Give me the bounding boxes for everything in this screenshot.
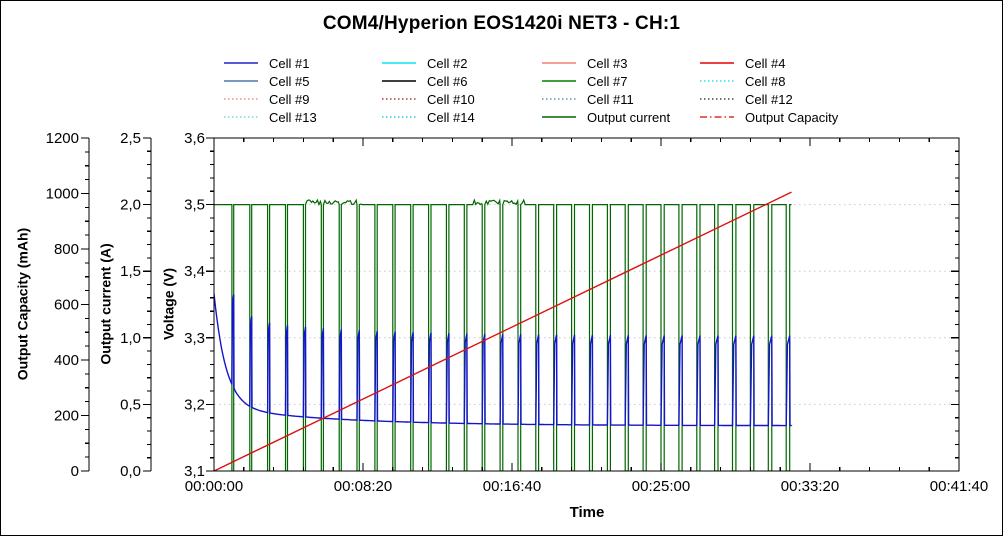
chart-title: COM4/Hyperion EOS1420i NET3 - CH:1 (322, 13, 681, 34)
legend-label: Cell #9 (269, 91, 310, 107)
legend-swatch-line (542, 98, 576, 100)
y-tick-label-voltage: 3,1 (184, 463, 205, 480)
legend-swatch-line (224, 62, 258, 64)
series-cell1-voltage (214, 293, 793, 427)
y-tick-label-capacity: 0 (71, 463, 79, 480)
legend-item-cell-9: Cell #9 (223, 92, 381, 107)
x-tick-label: 00:33:20 (781, 478, 839, 495)
legend-swatch-line (382, 80, 416, 82)
y-tick-label-current: 2,5 (120, 130, 141, 147)
legend-item-cell-11: Cell #11 (541, 92, 699, 107)
legend-item-cell-8: Cell #8 (699, 74, 879, 89)
legend-swatch-line (224, 98, 258, 100)
legend-item-output-capacity: Output Capacity (699, 110, 879, 125)
y-tick-label-current: 0,0 (120, 463, 141, 480)
legend-label: Cell #5 (269, 73, 310, 89)
legend-swatch-line (700, 80, 734, 82)
x-tick-label: 00:16:40 (483, 478, 541, 495)
x-tick-label: 00:25:00 (632, 478, 690, 495)
y-tick-label-current: 1,0 (120, 330, 141, 347)
legend-item-cell-5: Cell #5 (223, 74, 381, 89)
legend-swatch-line (382, 98, 416, 100)
legend-label: Cell #12 (745, 91, 793, 107)
legend-swatch-line (224, 80, 258, 82)
legend-label: Cell #14 (427, 109, 475, 125)
y-tick-label-current: 1,5 (120, 263, 141, 280)
legend-swatch-line (700, 62, 734, 64)
y-tick-label-current: 0,5 (120, 396, 141, 413)
legend-swatch-line (700, 116, 734, 118)
legend-swatch-line (382, 116, 416, 118)
x-axis-title: Time (569, 504, 605, 521)
series-output-capacity (214, 191, 792, 471)
legend-swatch-line (224, 116, 258, 118)
y-tick-label-capacity: 1200 (46, 130, 79, 147)
legend-swatch-line (542, 116, 576, 118)
x-tick-label: 00:08:20 (334, 478, 392, 495)
legend-item-cell-3: Cell #3 (541, 56, 699, 71)
legend-label: Cell #7 (587, 73, 628, 89)
legend-item-cell-14: Cell #14 (381, 110, 541, 125)
legend-label: Cell #1 (269, 55, 310, 71)
legend-item-output-current: Output current (541, 110, 699, 125)
legend-item-cell-10: Cell #10 (381, 92, 541, 107)
legend-item-cell-7: Cell #7 (541, 74, 699, 89)
series-group (214, 191, 793, 471)
legend-item-cell-2: Cell #2 (381, 56, 541, 71)
y-tick-label-voltage: 3,2 (184, 396, 205, 413)
legend-label: Cell #8 (745, 73, 786, 89)
legend-label: Cell #11 (587, 91, 634, 107)
y-tick-label-voltage: 3,5 (184, 197, 205, 214)
legend-label: Output current (587, 109, 671, 125)
legend-item-cell-12: Cell #12 (699, 92, 879, 107)
y-tick-label-voltage: 3,3 (184, 330, 205, 347)
x-tick-label: 00:41:40 (930, 478, 988, 495)
legend-swatch-line (542, 80, 576, 82)
legend-item-cell-4: Cell #4 (699, 56, 879, 71)
legend-label: Cell #6 (427, 73, 468, 89)
y-tick-label-capacity: 400 (54, 352, 79, 369)
y-tick-label-voltage: 3,4 (184, 263, 205, 280)
legend-label: Cell #3 (587, 55, 628, 71)
legend-label: Cell #13 (269, 109, 317, 125)
y-tick-label-capacity: 600 (54, 297, 79, 314)
x-tick-label: 00:00:00 (185, 478, 243, 495)
series-output-current (214, 198, 792, 471)
legend-label: Cell #2 (427, 55, 468, 71)
legend-label: Output Capacity (745, 109, 839, 125)
axes-group (81, 137, 960, 472)
y-tick-label-voltage: 3,6 (184, 130, 205, 147)
legend-label: Cell #4 (745, 55, 786, 71)
y-tick-label-capacity: 1000 (46, 186, 79, 203)
legend-item-cell-1: Cell #1 (223, 56, 381, 71)
y-tick-label-capacity: 800 (54, 241, 79, 258)
y-tick-label-current: 2,0 (120, 197, 141, 214)
legend-label: Cell #10 (427, 91, 475, 107)
legend-item-cell-13: Cell #13 (223, 110, 381, 125)
legend: Cell #1 Cell #2 Cell #3 Cell #4 Cell #5 Cell … (223, 54, 879, 126)
legend-swatch-line (542, 62, 576, 64)
legend-swatch-line (382, 62, 416, 64)
y-tick-label-capacity: 200 (54, 408, 79, 425)
legend-swatch-line (700, 98, 734, 100)
legend-item-cell-6: Cell #6 (381, 74, 541, 89)
